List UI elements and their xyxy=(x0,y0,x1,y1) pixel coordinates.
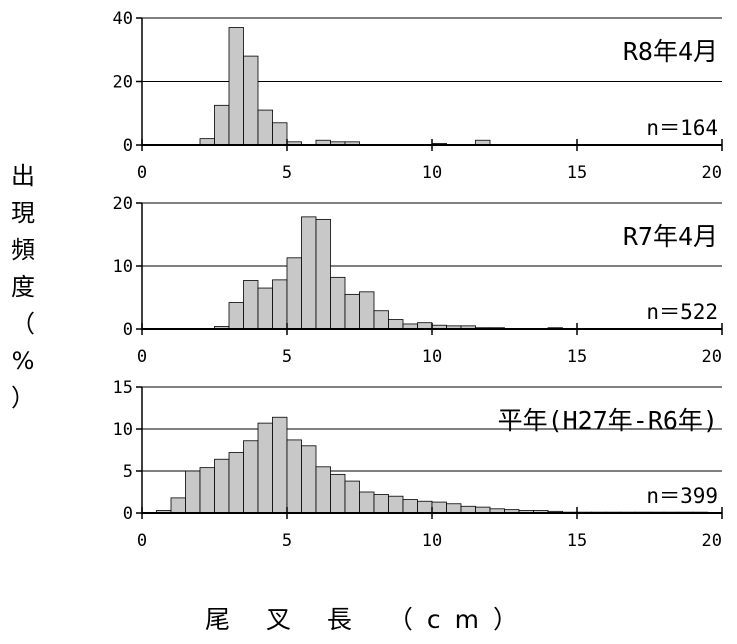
panel-title: 平年(H27年-R6年) xyxy=(498,406,718,435)
histogram-bar xyxy=(272,279,288,330)
histogram-bar xyxy=(286,257,302,330)
histogram-bar xyxy=(272,416,288,514)
x-tick-label: 0 xyxy=(137,531,147,551)
x-tick-label: 20 xyxy=(702,531,722,551)
y-tick-label: 40 xyxy=(113,9,133,29)
sample-size-label: n＝522 xyxy=(646,300,718,324)
x-tick-label: 10 xyxy=(422,347,442,367)
histogram-bar xyxy=(388,495,404,514)
y-tick-label: 20 xyxy=(113,194,133,214)
histogram-bar xyxy=(417,500,433,514)
y-label-char: % xyxy=(11,347,35,375)
y-tick-label: 10 xyxy=(113,420,133,440)
y-tick-label: 0 xyxy=(123,320,133,340)
histogram-bar xyxy=(185,470,201,514)
histogram-bar xyxy=(228,302,244,330)
y-label-char: ） xyxy=(11,384,35,412)
histogram-bar xyxy=(170,497,186,514)
x-axis-label: 尾 叉 長 （cm） xyxy=(205,605,532,634)
histogram-bar xyxy=(214,458,230,514)
y-tick-label: 0 xyxy=(123,504,133,524)
panel-title: R7年4月 xyxy=(623,222,718,251)
y-tick-label: 20 xyxy=(113,73,133,93)
x-tick-label: 0 xyxy=(137,347,147,367)
histogram-bar xyxy=(243,280,259,330)
x-tick-label: 20 xyxy=(702,347,722,367)
histogram-bar xyxy=(243,440,259,514)
x-tick-label: 5 xyxy=(282,163,292,183)
histogram-bar xyxy=(243,55,259,146)
histogram-bar xyxy=(257,422,273,514)
histogram-bar xyxy=(214,104,230,146)
histogram-bar xyxy=(272,122,288,146)
y-label-char: 度 xyxy=(11,273,35,301)
sample-size-label: n＝164 xyxy=(646,116,718,140)
y-label-char: （ xyxy=(11,310,35,338)
panel-title: R8年4月 xyxy=(623,37,718,66)
sample-size-label: n＝399 xyxy=(646,484,718,508)
x-tick-label: 10 xyxy=(422,531,442,551)
histogram-bar xyxy=(301,445,317,514)
histogram-bar xyxy=(344,480,360,514)
histogram-bar xyxy=(257,287,273,330)
x-tick-label: 5 xyxy=(282,531,292,551)
x-tick-label: 15 xyxy=(567,163,587,183)
histogram-bar xyxy=(330,473,346,514)
histogram-bar xyxy=(330,276,346,330)
histogram-bar xyxy=(460,505,476,514)
y-tick-label: 5 xyxy=(123,462,133,482)
x-tick-label: 20 xyxy=(702,163,722,183)
histogram-bar xyxy=(359,491,375,514)
x-tick-label: 15 xyxy=(567,347,587,367)
x-tick-label: 5 xyxy=(282,347,292,367)
histogram-bar xyxy=(344,293,360,330)
y-tick-label: 15 xyxy=(113,378,133,398)
histogram-bar xyxy=(228,452,244,514)
y-label-char: 頻 xyxy=(11,236,35,264)
y-axis-label: 出 現 頻 度 （ % ） xyxy=(8,158,38,417)
histogram-bar xyxy=(301,216,317,330)
x-tick-label: 10 xyxy=(422,163,442,183)
y-label-char: 出 xyxy=(11,162,35,190)
histogram-bar xyxy=(431,501,447,514)
x-tick-label: 15 xyxy=(567,531,587,551)
histogram-bar xyxy=(402,499,418,514)
histogram-bar xyxy=(359,291,375,330)
histogram-bar xyxy=(315,218,331,330)
histogram-bar xyxy=(315,466,331,514)
histogram-bar xyxy=(257,109,273,146)
x-tick-label: 0 xyxy=(137,163,147,183)
histogram-bar xyxy=(388,319,404,330)
histogram-bar xyxy=(446,503,462,514)
histogram-bar xyxy=(199,467,215,514)
y-tick-label: 0 xyxy=(123,136,133,156)
histogram-bar xyxy=(286,439,302,514)
histogram-bar xyxy=(373,494,389,514)
y-tick-label: 10 xyxy=(113,257,133,277)
histogram-bar xyxy=(228,27,244,146)
histogram-bar xyxy=(373,310,389,330)
y-label-char: 現 xyxy=(11,199,35,227)
